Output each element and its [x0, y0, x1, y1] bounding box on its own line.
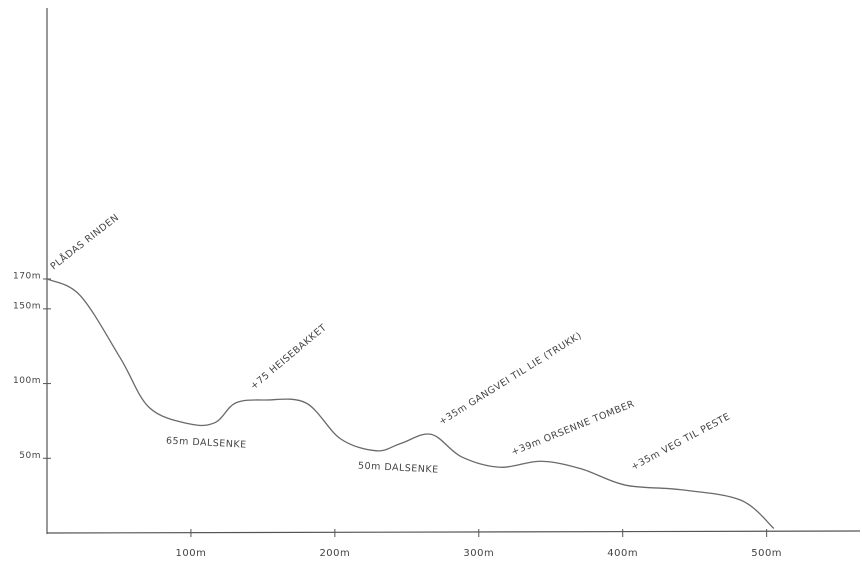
annotation: +35m VEG TIL PESTE	[629, 411, 732, 473]
y-tick-label: 100m	[13, 376, 41, 386]
annotation: +35m GANGVEI TIL LIE (TRUKK)	[437, 330, 584, 427]
annotation: 50m DALSENKE	[358, 461, 439, 476]
y-tick-label: 50m	[19, 451, 41, 461]
x-tick-label: 500m	[751, 548, 782, 559]
y-tick-label: 170m	[13, 271, 41, 281]
x-axis	[46, 530, 861, 534]
x-tick-label: 400m	[607, 548, 638, 559]
annotation: +75 HEISEBAKKET	[248, 322, 328, 392]
x-tick-label: 300m	[463, 548, 494, 559]
annotation: 65m DALSENKE	[166, 436, 247, 451]
annotation: +39m ORSENNE TOMBER	[510, 399, 636, 459]
elevation-line	[46, 278, 775, 530]
y-tick-label: 150m	[13, 301, 41, 311]
annotation: PLÅDAS RINDEN	[48, 211, 121, 272]
x-tick-label: 100m	[176, 548, 207, 559]
x-tick-label: 200m	[319, 548, 350, 559]
